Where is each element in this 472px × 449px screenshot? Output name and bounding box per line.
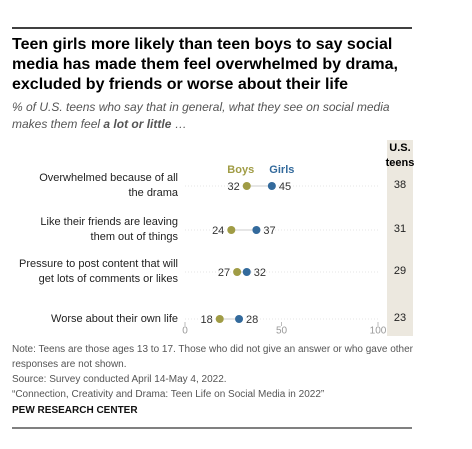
value-label: 32 <box>228 181 240 193</box>
dot <box>242 268 251 276</box>
subtitle-text: % of U.S. teens who say that in general,… <box>12 100 390 131</box>
dot <box>215 315 224 323</box>
subtitle-emphasis: a lot or little <box>103 117 172 131</box>
total-column-title: U.S. teens <box>385 142 415 169</box>
x-tick-label: 100 <box>370 326 387 337</box>
dot <box>267 182 276 190</box>
category-label: Worse about their own life <box>51 312 178 325</box>
subtitle: % of U.S. teens who say that in general,… <box>12 99 422 133</box>
value-label: 32 <box>254 267 266 279</box>
dot <box>227 226 236 234</box>
total-value: 31 <box>393 223 407 235</box>
legend-label: Boys <box>227 164 254 176</box>
value-label: 37 <box>263 225 275 237</box>
category-label: Pressure to post content that will get l… <box>19 258 178 285</box>
dot <box>252 226 261 234</box>
total-value: 38 <box>393 179 407 191</box>
dot <box>235 315 244 323</box>
x-tick-label: 50 <box>276 326 288 337</box>
dot <box>233 268 242 276</box>
legend-label: Girls <box>269 164 294 176</box>
dot <box>242 182 251 190</box>
value-label: 45 <box>279 181 291 193</box>
category-label: Overwhelmed because of all the drama <box>39 172 178 199</box>
category-label: Like their friends are leaving them out … <box>40 216 178 243</box>
note: Source: Survey conducted April 14-May 4,… <box>12 374 227 385</box>
note: Note: Teens are those ages 13 to 17. Tho… <box>12 344 414 370</box>
total-value: 23 <box>393 312 407 324</box>
value-label: 18 <box>200 314 212 326</box>
chart-title: Teen girls more likely than teen boys to… <box>12 36 398 93</box>
value-label: 27 <box>218 267 230 279</box>
x-tick-label: 0 <box>182 326 188 337</box>
footer: PEW RESEARCH CENTER <box>12 405 138 416</box>
value-label: 24 <box>212 225 224 237</box>
total-value: 29 <box>393 265 407 277</box>
total-column-bg <box>387 140 413 336</box>
subtitle-end: … <box>174 117 187 131</box>
note: “Connection, Creativity and Drama: Teen … <box>12 389 325 400</box>
value-label: 28 <box>246 314 258 326</box>
